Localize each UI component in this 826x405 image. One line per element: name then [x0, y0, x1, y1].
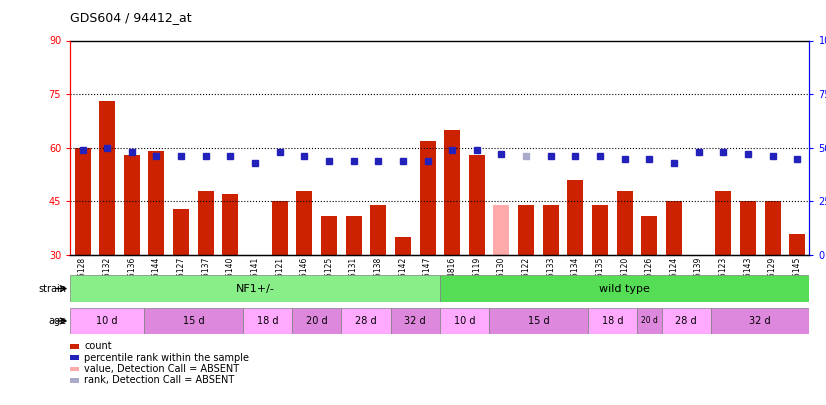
Text: 20 d: 20 d [306, 316, 327, 326]
Text: 10 d: 10 d [453, 316, 475, 326]
Bar [444, 130, 460, 255]
Text: value, Detection Call = ABSENT: value, Detection Call = ABSENT [84, 364, 240, 374]
Bar [765, 202, 781, 255]
Bar [272, 202, 287, 255]
Text: 18 d: 18 d [257, 316, 278, 326]
Bar [641, 216, 657, 255]
Bar [440, 275, 809, 302]
Bar [711, 308, 809, 334]
Text: wild type: wild type [599, 284, 650, 294]
Bar [588, 308, 637, 334]
Bar [420, 141, 435, 255]
Bar [617, 191, 633, 255]
Text: 15 d: 15 d [528, 316, 549, 326]
Bar [370, 205, 387, 255]
Bar [543, 205, 558, 255]
Bar [666, 202, 682, 255]
Text: 28 d: 28 d [355, 316, 377, 326]
Bar [124, 155, 140, 255]
Text: count: count [84, 341, 112, 351]
Bar [341, 308, 391, 334]
Bar [99, 101, 115, 255]
Text: 28 d: 28 d [676, 316, 697, 326]
Bar [395, 237, 411, 255]
Bar [74, 148, 91, 255]
Bar [222, 194, 239, 255]
Bar [145, 308, 243, 334]
Bar [489, 308, 588, 334]
Text: 32 d: 32 d [749, 316, 771, 326]
Text: NF1+/-: NF1+/- [235, 284, 274, 294]
Text: age: age [48, 316, 66, 326]
Text: rank, Detection Call = ABSENT: rank, Detection Call = ABSENT [84, 375, 235, 385]
Bar [518, 205, 534, 255]
Text: 32 d: 32 d [405, 316, 426, 326]
Bar [391, 308, 440, 334]
Bar [715, 191, 731, 255]
Text: 18 d: 18 d [601, 316, 623, 326]
Bar [292, 308, 341, 334]
Bar [243, 308, 292, 334]
Bar [789, 234, 805, 255]
Bar [173, 209, 189, 255]
Bar [567, 180, 583, 255]
Text: 20 d: 20 d [641, 316, 657, 326]
Text: 15 d: 15 d [183, 316, 204, 326]
Bar [297, 191, 312, 255]
Bar [637, 308, 662, 334]
Bar [662, 308, 711, 334]
Bar [345, 216, 362, 255]
Bar [197, 191, 214, 255]
Text: 10 d: 10 d [97, 316, 118, 326]
Bar [440, 308, 489, 334]
Text: strain: strain [38, 284, 66, 294]
Bar [592, 205, 608, 255]
Text: percentile rank within the sample: percentile rank within the sample [84, 353, 249, 362]
Text: GDS604 / 94412_at: GDS604 / 94412_at [70, 11, 192, 24]
Bar [149, 151, 164, 255]
Bar [70, 275, 440, 302]
Bar [740, 202, 756, 255]
Bar [70, 308, 145, 334]
Bar [469, 155, 485, 255]
Bar [493, 205, 510, 255]
Bar [321, 216, 337, 255]
